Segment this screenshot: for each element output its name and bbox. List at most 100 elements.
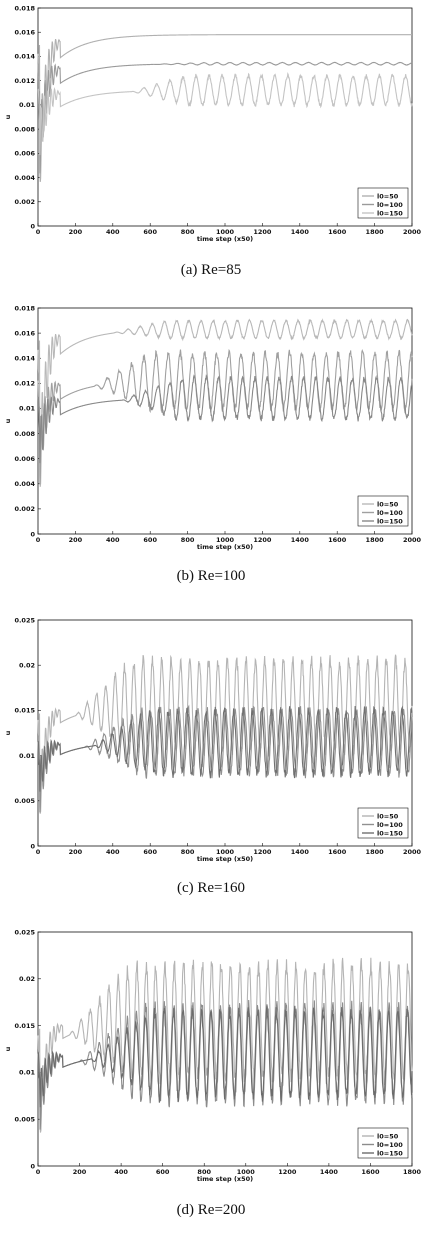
chart-d: 0 200 400 600 800 1000 1200 1400 1600 1800 0 0.005 0… (4, 928, 422, 1183)
y-tick-label: 0.002 (14, 198, 35, 206)
y-tick-label: 0.012 (14, 380, 35, 388)
series-line (37, 348, 413, 485)
plot-frame (37, 619, 413, 847)
legend-entry: l0=50 (377, 812, 399, 820)
legend-entry: l0=150 (377, 517, 403, 525)
y-tick-label: 0.018 (14, 4, 35, 12)
y-tick-label: 0.025 (14, 928, 35, 936)
y-tick-label: 0.02 (19, 975, 35, 983)
series-line (37, 705, 413, 792)
x-tick-label: 400 (106, 848, 120, 856)
x-axis-label: time step (x50) (197, 235, 253, 243)
y-tick-label: 0.01 (19, 101, 36, 109)
series-group (37, 957, 413, 1133)
legend-entry: l0=100 (377, 509, 403, 517)
x-tick-label: 200 (69, 228, 83, 236)
x-tick-label: 1600 (328, 228, 347, 236)
series-group (37, 34, 413, 182)
y-tick-label: 0.005 (14, 797, 35, 805)
x-tick-label: 1800 (403, 1168, 422, 1176)
legend-entry: l0=50 (377, 1132, 399, 1140)
legend-box (357, 187, 409, 219)
series-group (37, 654, 413, 814)
series-line (37, 318, 413, 487)
y-tick-label: 0.016 (14, 29, 35, 37)
y-tick-label: 0.006 (14, 455, 35, 463)
x-tick-label: 0 (36, 848, 41, 856)
x-axis-label: time step (x50) (197, 543, 253, 551)
chart-b: 0 200 400 600 800 1000 1200 1400 1600 1800 2000 0 0.… (4, 304, 422, 551)
x-axis-label: time step (x50) (197, 1175, 253, 1183)
y-tick-label: 0.012 (14, 77, 35, 85)
y-tick-label: 0.016 (14, 329, 35, 337)
x-tick-label: 1800 (366, 848, 385, 856)
y-tick-label: 0.02 (19, 662, 35, 670)
legend-entry: l0=50 (377, 500, 399, 508)
x-tick-label: 1000 (237, 1168, 256, 1176)
y-tick-label: 0.004 (14, 174, 35, 182)
series-line (37, 654, 413, 814)
x-tick-label: 1400 (291, 848, 310, 856)
x-tick-label: 600 (143, 228, 157, 236)
x-tick-label: 0 (36, 1168, 41, 1176)
x-tick-label: 1600 (328, 848, 347, 856)
legend-entry: l0=150 (377, 209, 403, 217)
x-tick-label: 800 (197, 1168, 211, 1176)
x-tick-label: 200 (69, 848, 83, 856)
y-tick-label: 0.01 (19, 752, 36, 760)
x-tick-label: 200 (73, 1168, 87, 1176)
chart-caption: (a) Re=85 (180, 262, 242, 278)
x-tick-label: 600 (143, 848, 157, 856)
y-tick-label: 0.006 (14, 150, 35, 158)
y-tick-label: 0.005 (14, 1116, 35, 1124)
x-tick-label: 1400 (320, 1168, 339, 1176)
x-tick-label: 800 (181, 228, 195, 236)
legend-entry: l0=100 (377, 821, 403, 829)
x-tick-label: 400 (106, 228, 120, 236)
y-tick-label: 0.014 (14, 355, 35, 363)
legend-entry: l0=150 (377, 829, 403, 837)
x-tick-label: 1000 (216, 228, 235, 236)
x-tick-label: 1000 (216, 536, 235, 544)
chart-panel-a: 0 200 400 600 800 1000 1200 1400 1600 1800 2000 0 0.… (0, 0, 422, 298)
x-tick-label: 1000 (216, 848, 235, 856)
x-tick-label: 1200 (253, 228, 272, 236)
y-tick-label: 0 (30, 1162, 35, 1170)
y-tick-label: 0.015 (14, 707, 35, 715)
series-line (37, 72, 413, 156)
x-tick-label: 800 (181, 536, 195, 544)
chart-caption: (c) Re=160 (176, 880, 246, 896)
chart-panel-b: 0 200 400 600 800 1000 1200 1400 1600 1800 2000 0 0.… (0, 300, 422, 610)
x-tick-label: 1200 (278, 1168, 297, 1176)
chart-panel-d: 0 200 400 600 800 1000 1200 1400 1600 1800 0 0.005 0… (0, 924, 422, 1240)
x-tick-label: 0 (36, 536, 41, 544)
x-tick-label: 600 (156, 1168, 170, 1176)
chart-caption: (b) Re=100 (176, 568, 246, 584)
series-line (37, 34, 412, 182)
x-tick-label: 2000 (403, 536, 422, 544)
x-tick-label: 600 (143, 536, 157, 544)
y-axis-label: u (4, 114, 12, 119)
y-tick-label: 0.01 (19, 1069, 36, 1077)
x-tick-label: 800 (181, 848, 195, 856)
x-axis-label: time step (x50) (197, 855, 253, 863)
chart-panel-c: 0 200 400 600 800 1000 1200 1400 1600 1800 2000 0 0.… (0, 612, 422, 922)
x-tick-label: 1800 (366, 536, 385, 544)
y-tick-label: 0.025 (14, 616, 35, 624)
y-axis-label: u (4, 1046, 12, 1051)
y-tick-label: 0.014 (14, 53, 35, 61)
series-line (37, 957, 413, 1133)
y-axis-label: u (4, 730, 12, 735)
series-group (37, 318, 413, 487)
series-line (37, 61, 413, 174)
y-tick-label: 0 (30, 842, 35, 850)
y-tick-label: 0.01 (19, 405, 36, 413)
x-tick-label: 400 (106, 536, 120, 544)
plot-frame (37, 7, 413, 227)
plot-frame (37, 307, 413, 535)
chart-caption: (d) Re=200 (176, 1202, 246, 1218)
x-tick-label: 1800 (366, 228, 385, 236)
x-tick-label: 1200 (253, 536, 272, 544)
series-line (37, 1005, 413, 1108)
